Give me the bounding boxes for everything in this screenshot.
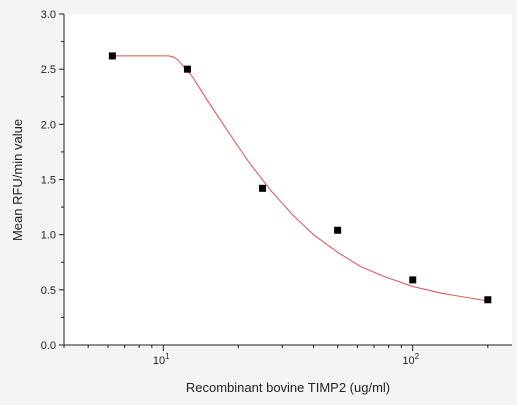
plot-area bbox=[64, 14, 512, 345]
x-tick-label: 101 bbox=[153, 352, 170, 367]
ticks: 0.0 0.5 1.0 1.5 2.0 2.5 3.0 101 102 bbox=[41, 9, 489, 367]
y-tick-label: 2.0 bbox=[41, 119, 56, 131]
data-point bbox=[484, 296, 492, 304]
y-axis-title: Mean RFU/min value bbox=[10, 119, 25, 241]
y-tick-label: 0.0 bbox=[41, 340, 56, 352]
data-point bbox=[183, 65, 191, 73]
data-point bbox=[409, 276, 417, 284]
x-tick-label: 102 bbox=[402, 352, 419, 367]
y-tick-label: 3.0 bbox=[41, 9, 56, 21]
y-tick-label: 1.0 bbox=[41, 230, 56, 242]
y-tick-label: 2.5 bbox=[41, 64, 56, 76]
x-axis-title: Recombinant bovine TIMP2 (ug/ml) bbox=[186, 380, 390, 395]
y-tick-label: 1.5 bbox=[41, 175, 56, 187]
data-point bbox=[259, 184, 267, 192]
fit-curve bbox=[112, 55, 488, 302]
data-point bbox=[108, 52, 116, 60]
data-point bbox=[334, 226, 342, 234]
y-tick-label: 0.5 bbox=[41, 285, 56, 297]
data-points bbox=[108, 52, 492, 304]
